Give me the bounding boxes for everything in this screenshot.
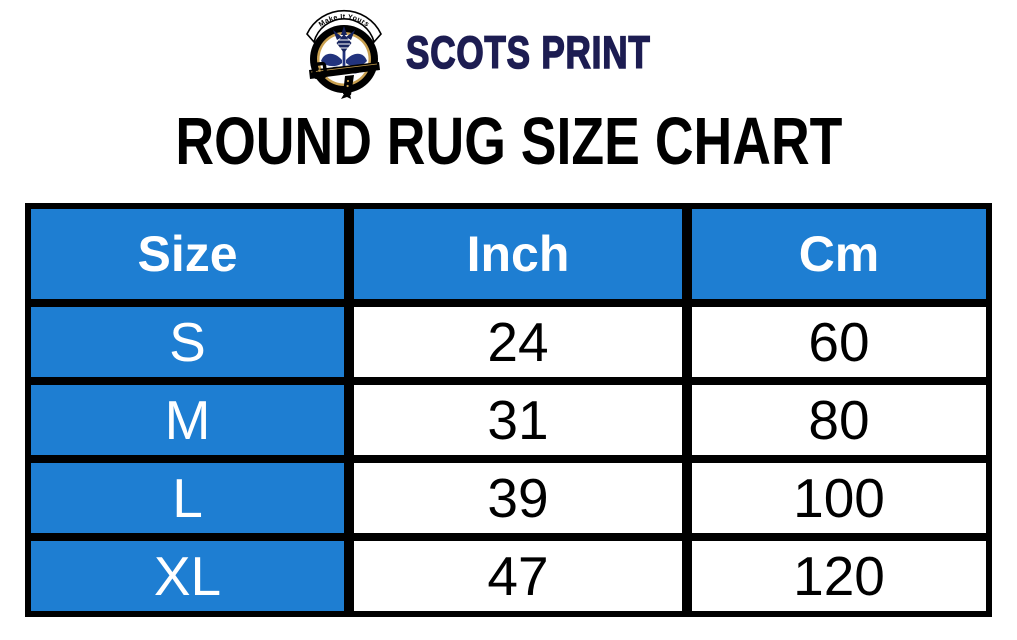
inch-value-cell: 31 (354, 385, 682, 455)
page-title-text: ROUND RUG SIZE CHART (174, 104, 843, 179)
header-cell-inch: Inch (354, 209, 682, 299)
page-title: ROUND RUG SIZE CHART (0, 103, 1017, 180)
size-cell: XL (31, 541, 344, 611)
inch-value-cell: 47 (354, 541, 682, 611)
inch-value-cell: 39 (354, 463, 682, 533)
cm-value-cell: 100 (692, 463, 986, 533)
size-cell: S (31, 307, 344, 377)
scots-print-crest-icon: Make It Yours (305, 9, 382, 99)
cm-value-cell: 60 (692, 307, 986, 377)
cm-value-cell: 120 (692, 541, 986, 611)
inch-value-cell: 24 (354, 307, 682, 377)
cm-value-cell: 80 (692, 385, 986, 455)
logo: Make It Yours SCOTS PRINT (0, 6, 1017, 100)
header-cell-size: Size (31, 209, 344, 299)
size-cell: M (31, 385, 344, 455)
size-chart-table: Size Inch Cm S 24 60 M 31 80 L 39 100 XL… (25, 203, 992, 617)
header-cell-cm: Cm (692, 209, 986, 299)
belt-strap-icon (308, 61, 380, 99)
size-cell: L (31, 463, 344, 533)
brand-name: SCOTS PRINT (405, 26, 651, 79)
